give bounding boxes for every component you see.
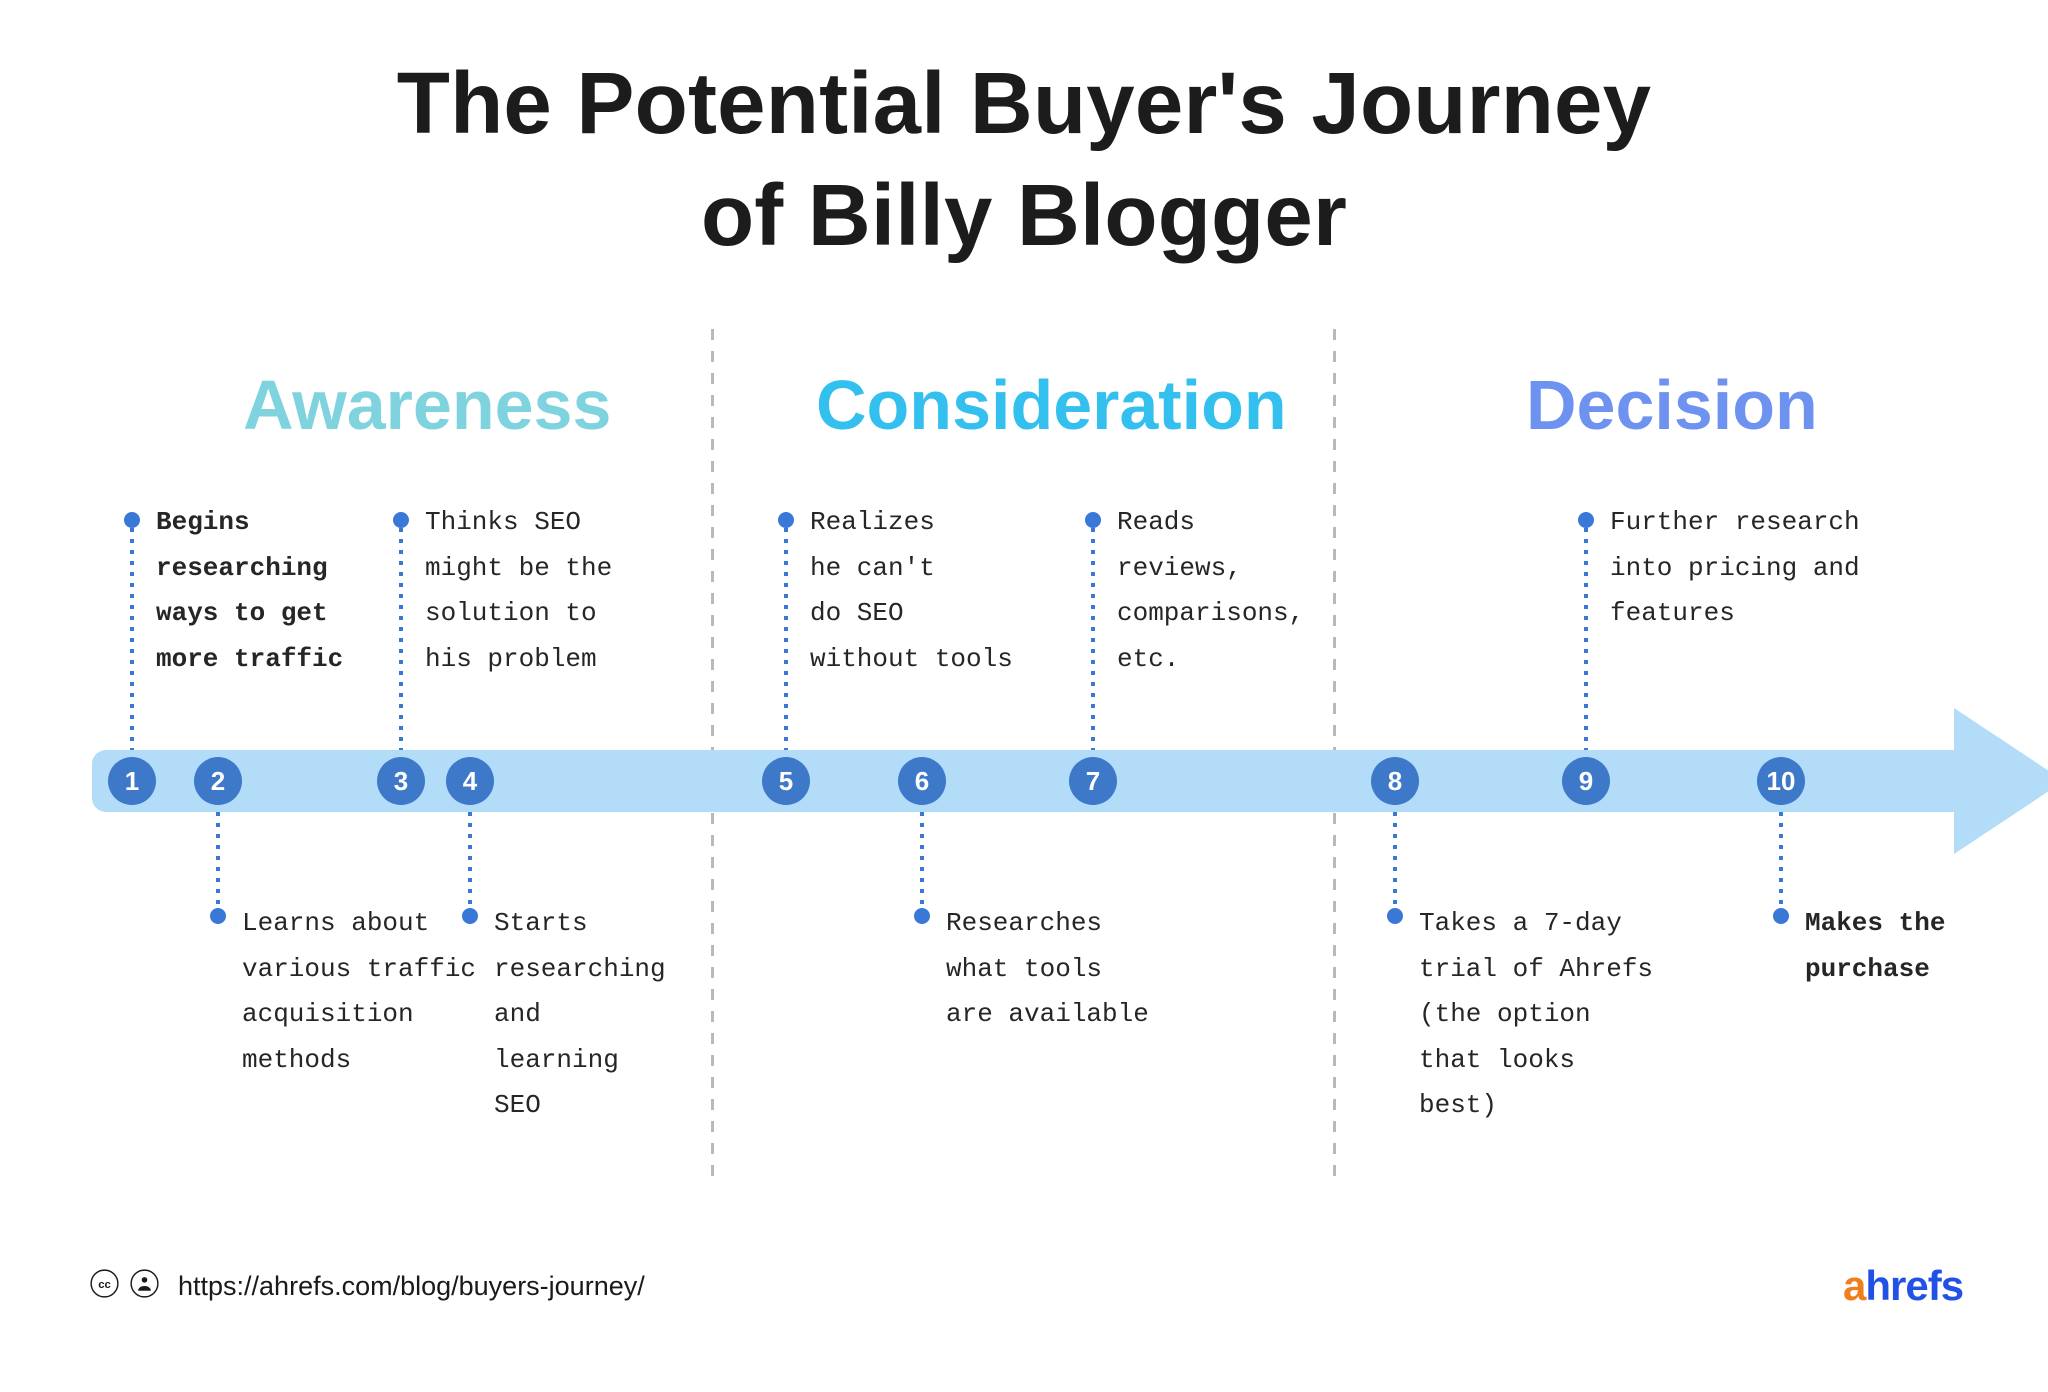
svg-text:cc: cc xyxy=(98,1279,111,1291)
